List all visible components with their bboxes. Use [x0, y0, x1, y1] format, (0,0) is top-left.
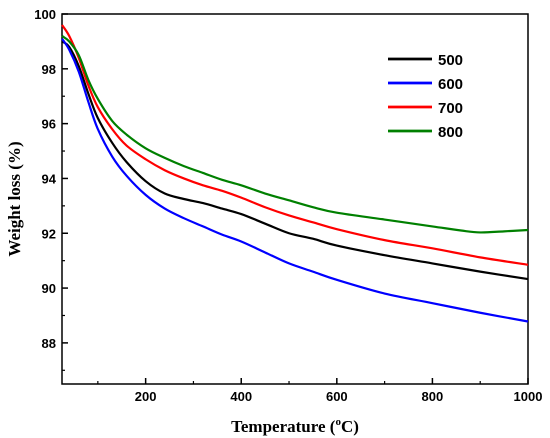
x-axis-title: Temperature (oC) [231, 416, 359, 436]
x-axis-title-end: C) [341, 417, 359, 436]
x-tick-label-200: 200 [135, 389, 157, 404]
y-tick-label-100: 100 [34, 7, 56, 22]
y-tick-label-94: 94 [42, 171, 57, 186]
x-tick-label-1000: 1000 [514, 389, 543, 404]
legend-label-700: 700 [438, 100, 463, 117]
legend: 500 600 700 800 [388, 52, 463, 141]
x-tick-label-800: 800 [422, 389, 444, 404]
legend-label-500: 500 [438, 52, 463, 69]
x-axis-title-sup: o [335, 416, 341, 428]
y-tick-label-88: 88 [42, 336, 56, 351]
y-tick-label-96: 96 [42, 117, 56, 132]
series-line-600 [61, 38, 529, 323]
series-lines [61, 24, 529, 323]
series-line-500 [61, 40, 529, 281]
y-tick-label-98: 98 [42, 62, 56, 77]
tick-labels: 200 400 600 800 1000 88 90 92 94 96 98 100 [34, 7, 542, 404]
y-tick-label-92: 92 [42, 226, 56, 241]
y-axis-title: Weight loss (%) [5, 141, 24, 256]
series-line-800 [61, 35, 529, 234]
x-tick-label-600: 600 [326, 389, 348, 404]
plot-frame [61, 13, 529, 385]
x-axis-title-main: Temperature ( [231, 417, 336, 436]
tick-marks [62, 13, 529, 384]
legend-label-800: 800 [438, 124, 463, 141]
legend-label-600: 600 [438, 76, 463, 93]
y-tick-label-90: 90 [42, 281, 56, 296]
series-line-700 [61, 24, 529, 266]
x-tick-label-400: 400 [230, 389, 252, 404]
